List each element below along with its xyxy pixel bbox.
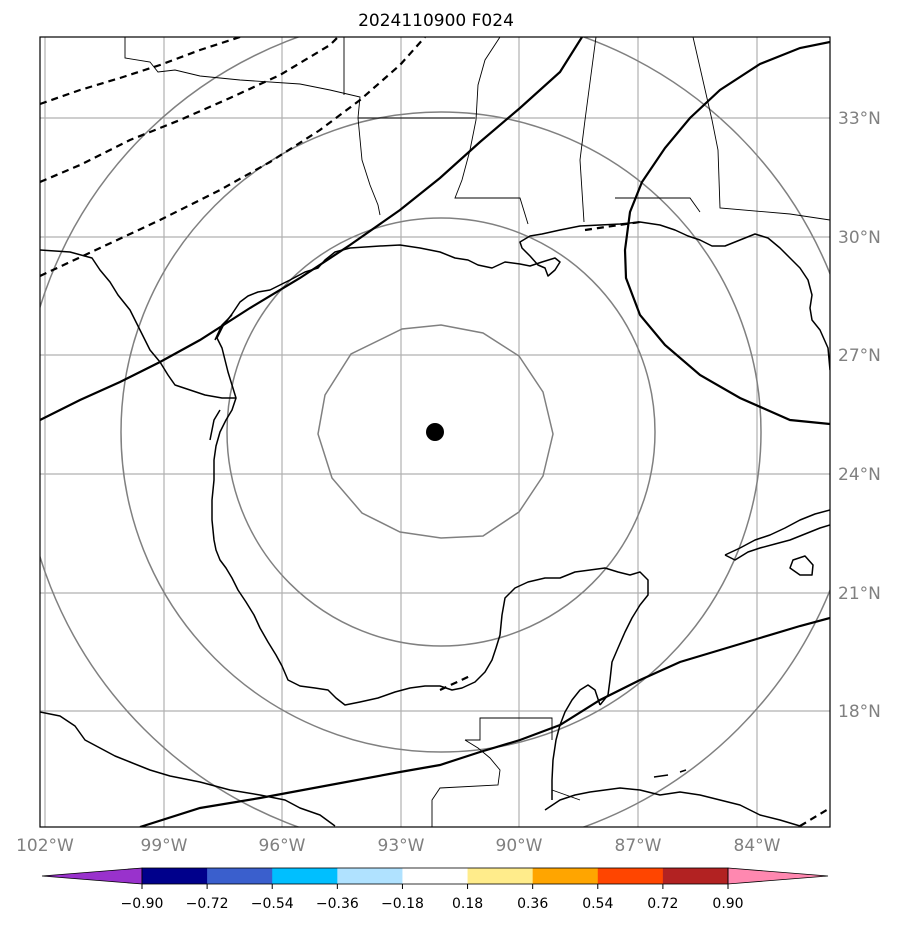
gulf-coast: [40, 221, 830, 399]
contour-dashed-6: [584, 220, 641, 232]
colorbar-tick-label-6: 0.36: [517, 896, 548, 912]
map-frame: [39, 36, 831, 828]
lat-labels: 33°N 30°N 27°N 24°N 21°N 18°N: [838, 109, 881, 722]
contour-dashed-2: [40, 37, 339, 184]
contour-dashed-5: [439, 675, 471, 691]
colorbar-tick-label-5: 0.18: [452, 896, 483, 912]
map-title: 2024110900 F024: [358, 11, 514, 31]
lat-label-18: 18°N: [838, 702, 881, 722]
contour-solid-east: [623, 40, 830, 426]
colorbar-tick-label-8: 0.72: [647, 896, 678, 912]
colorbar-box-6: [532, 868, 599, 884]
contour-dashed-1: [40, 37, 241, 106]
colorbar: −0.90 −0.72 −0.54 −0.36 −0.18 0.18 0.36 0.54 0.7…: [41, 867, 829, 912]
contour-solid-south-1: [139, 616, 830, 827]
colorbar-box-8: [662, 868, 729, 884]
lon-label-102: 102°W: [16, 836, 74, 856]
colorbar-tick-label-3: −0.36: [316, 896, 359, 912]
colorbar-box-0: [142, 868, 208, 884]
colorbar-extend-high: [727, 867, 829, 885]
lon-label-96: 96°W: [259, 836, 306, 856]
contour-dashed-4: [799, 807, 830, 827]
distance-ring-2: [226, 217, 656, 647]
storm-center-marker: [426, 423, 444, 441]
state-borders: [124, 37, 830, 225]
lon-labels: 102°W 99°W 96°W 93°W 90°W 87°W 84°W: [16, 836, 781, 856]
lat-label-21: 21°N: [838, 584, 881, 604]
lon-label-87: 87°W: [615, 836, 662, 856]
central-america-coast: [40, 711, 336, 827]
country-borders: [431, 717, 581, 827]
lat-label-30: 30°N: [838, 228, 881, 248]
colorbar-box-3: [337, 868, 403, 884]
lat-label-24: 24°N: [838, 465, 881, 485]
lon-label-84: 84°W: [734, 836, 781, 856]
mexico-coast: [211, 397, 649, 706]
parallel-lines: [40, 117, 830, 712]
colorbar-box-5: [467, 868, 534, 884]
cayman-islands: [653, 769, 687, 778]
colorbar-box-1: [207, 868, 273, 884]
barrier-islands: [209, 314, 233, 441]
distance-ring-3: [120, 111, 762, 753]
colorbar-extend-low: [41, 867, 143, 885]
lon-label-90: 90°W: [496, 836, 543, 856]
contour-dashed-3: [40, 37, 426, 277]
isle-of-youth: [789, 555, 814, 576]
colorbar-box-4: [402, 868, 469, 884]
lat-label-27: 27°N: [838, 346, 881, 366]
lat-label-33: 33°N: [838, 109, 881, 129]
yucatan-east-coast: [551, 684, 601, 800]
colorbar-tick-label-2: −0.54: [251, 896, 294, 912]
colorbar-tick-label-4: −0.18: [381, 896, 424, 912]
colorbar-tick-label-0: −0.90: [121, 896, 164, 912]
colorbar-tick-label-1: −0.72: [186, 896, 229, 912]
honduras-coast: [544, 787, 801, 827]
contour-solid-northwest: [40, 37, 583, 421]
lon-label-93: 93°W: [378, 836, 425, 856]
colorbar-box-2: [272, 868, 338, 884]
contour-lines: [40, 37, 830, 827]
colorbar-box-7: [597, 868, 664, 884]
cuba-coast: [724, 509, 830, 561]
distance-rings: [40, 37, 830, 827]
map-area: [40, 37, 830, 827]
coastlines: [40, 221, 830, 827]
colorbar-tick-label-7: 0.54: [582, 896, 613, 912]
lon-label-99: 99°W: [141, 836, 188, 856]
meridian-lines: [44, 37, 758, 827]
colorbar-tick-label-9: 0.90: [712, 896, 743, 912]
distance-ring-1: [317, 324, 554, 539]
